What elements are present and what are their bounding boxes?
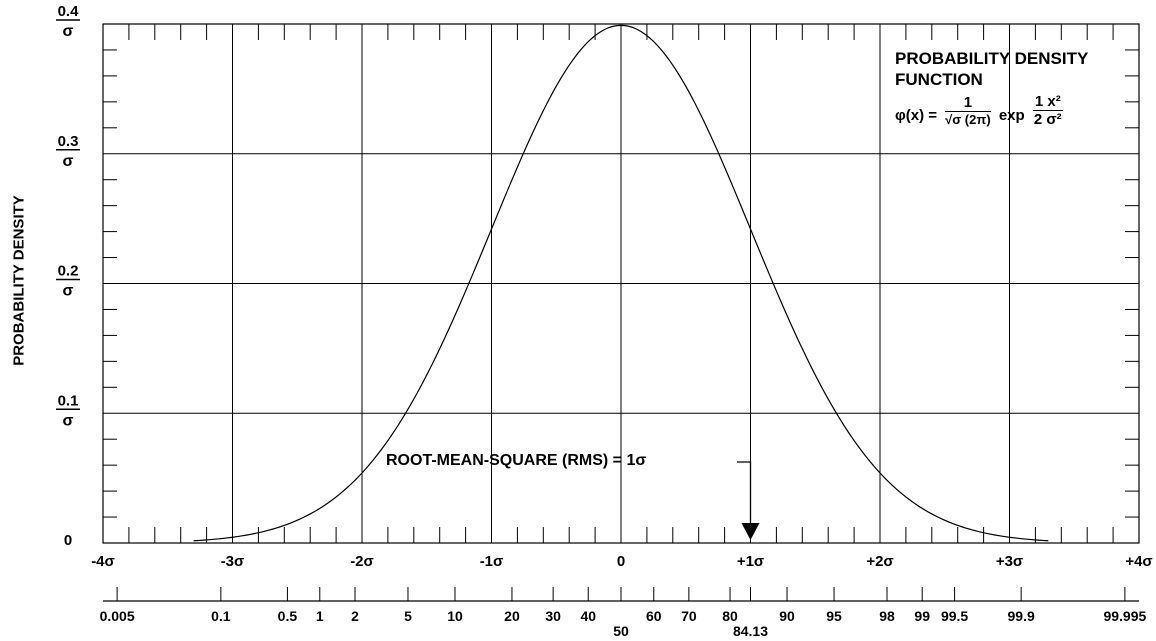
density-curve <box>193 24 1049 542</box>
percentile-label: 50 <box>613 623 629 639</box>
formula-exp-denominator: 2 σ² <box>1033 111 1062 128</box>
x-tick-label: -4σ <box>91 553 115 570</box>
x-tick-label: -1σ <box>480 553 504 570</box>
percentile-label: 90 <box>779 608 795 624</box>
rms-arrowhead <box>741 523 760 540</box>
rms-leader-line <box>737 461 752 528</box>
percentile-label: 60 <box>646 608 662 624</box>
y-tick-label: 0.3 <box>58 133 79 150</box>
x-tick-label: 0 <box>617 553 625 570</box>
x-tick-label: +2σ <box>866 553 893 570</box>
percentile-label: 10 <box>447 608 463 624</box>
y-axis-label: PROBABILITY DENSITY <box>10 195 28 366</box>
percentile-label: 98 <box>879 608 895 624</box>
y-tick-label: 0.2 <box>58 263 79 280</box>
y-tick-sigma: σ <box>63 412 74 429</box>
y-tick-sigma: σ <box>63 23 74 40</box>
rms-annotation: ROOT-MEAN-SQUARE (RMS) = 1σ <box>386 452 647 469</box>
x-tick-label: +1σ <box>737 553 764 570</box>
x-tick-label: +4σ <box>1125 553 1152 570</box>
percentile-label: 20 <box>504 608 520 624</box>
percentile-label: 2 <box>351 608 359 624</box>
percentile-label: 99.5 <box>941 608 968 624</box>
x-tick-label: -3σ <box>221 553 245 570</box>
pdf-formula: φ(x) = 1 √σ (2π) exp 1 x² 2 σ² <box>895 93 1063 128</box>
percentile-label: 5 <box>404 608 412 624</box>
minor-ticks <box>103 24 1139 543</box>
x-tick-label: -2σ <box>350 553 374 570</box>
percentile-label: 0.1 <box>211 608 231 624</box>
formula-numerator: 1 <box>945 94 991 112</box>
formula-lhs: φ(x) = <box>895 107 937 125</box>
grid <box>102 23 1140 544</box>
percentile-label: 70 <box>681 608 697 624</box>
formula-exp: exp <box>998 107 1025 125</box>
percentile-label: 1 <box>316 608 324 624</box>
percentile-label: 0.5 <box>278 608 298 624</box>
chart-title: PROBABILITY DENSITY FUNCTION <box>895 49 1089 89</box>
percentile-label: 99 <box>914 608 930 624</box>
percentile-label: 99.995 <box>1103 608 1146 624</box>
y-tick-label: 0.1 <box>58 392 79 409</box>
formula-exp-numerator: 1 x² <box>1032 93 1063 111</box>
y-tick-sigma: σ <box>63 153 74 170</box>
y-tick-label: 0.4 <box>58 3 80 20</box>
rms-marker <box>737 461 760 540</box>
percentile-label: 99.9 <box>1008 608 1035 624</box>
percentile-label: 80 <box>722 608 738 624</box>
x-tick-labels: -4σ -3σ -2σ -1σ 0 +1σ +2σ +3σ +4σ <box>91 553 1152 570</box>
percentile-label: 84.13 <box>733 623 768 639</box>
percentile-label: 40 <box>580 608 596 624</box>
y-tick-labels: 0.4 σ 0.3 σ 0.2 σ 0.1 σ 0 <box>56 3 80 549</box>
y-tick-label: 0 <box>64 532 72 549</box>
percentile-label: 95 <box>826 608 842 624</box>
formula-denominator: √σ (2π) <box>945 112 991 127</box>
y-tick-sigma: σ <box>63 283 74 300</box>
percentile-label: 0.005 <box>100 608 135 624</box>
percentile-label: 30 <box>545 608 561 624</box>
x-tick-label: +3σ <box>996 553 1023 570</box>
